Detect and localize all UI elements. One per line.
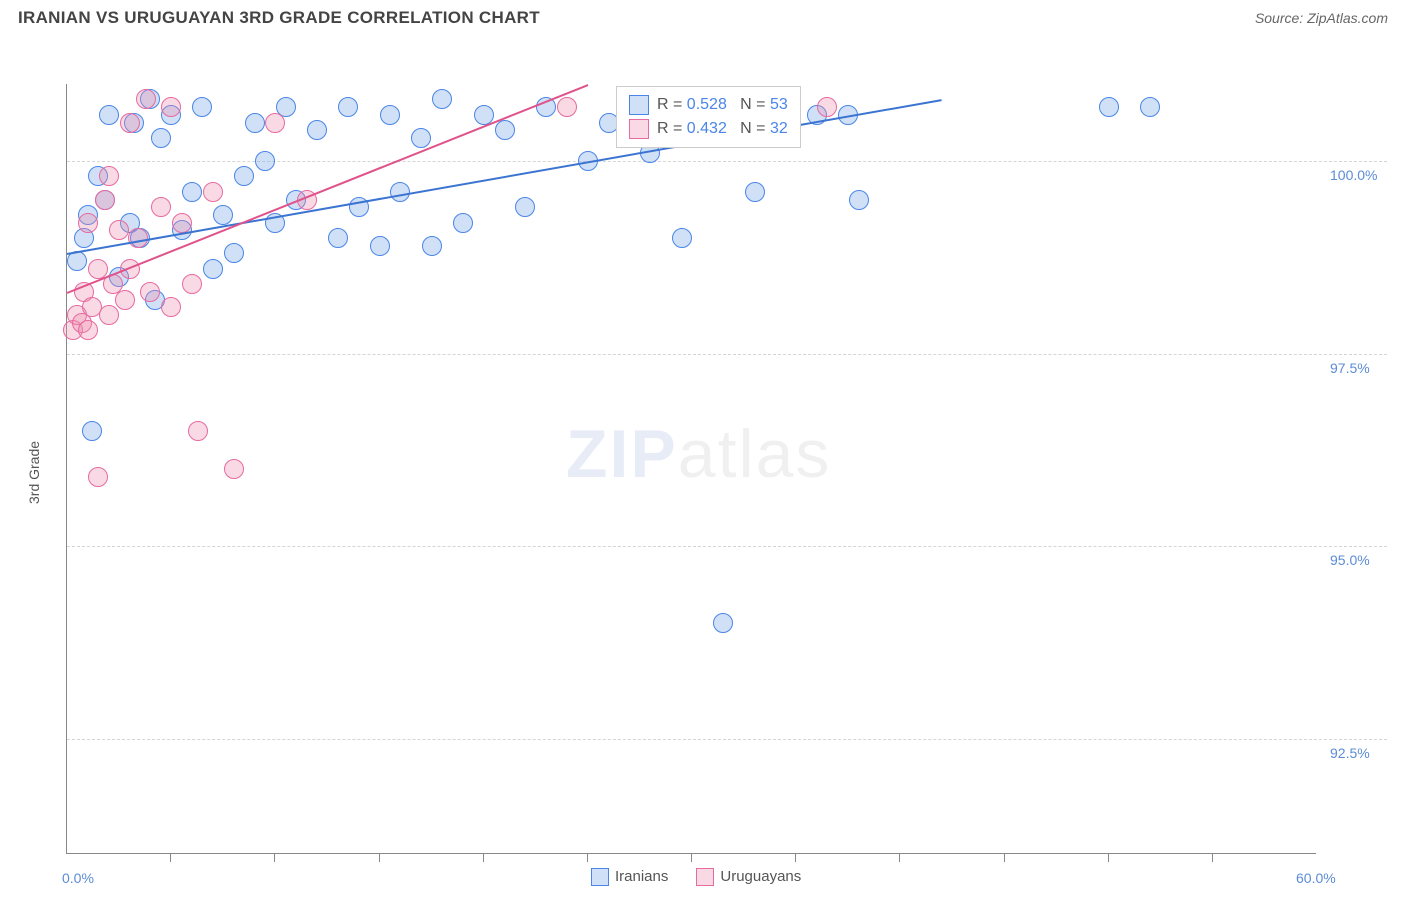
- data-point: [255, 151, 275, 171]
- data-point: [172, 213, 192, 233]
- source-attribution: Source: ZipAtlas.com: [1255, 10, 1388, 26]
- data-point: [495, 120, 515, 140]
- data-point: [817, 97, 837, 117]
- legend-item: Iranians: [591, 868, 668, 886]
- data-point: [88, 467, 108, 487]
- x-max-label: 60.0%: [1296, 870, 1336, 886]
- data-point: [182, 274, 202, 294]
- data-point: [161, 97, 181, 117]
- x-tick: [1108, 854, 1109, 862]
- data-point: [99, 305, 119, 325]
- data-point: [234, 166, 254, 186]
- data-point: [82, 421, 102, 441]
- y-tick-label: 95.0%: [1330, 552, 1370, 568]
- x-tick: [379, 854, 380, 862]
- legend-item: Uruguayans: [696, 868, 801, 886]
- data-point: [136, 89, 156, 109]
- data-point: [849, 190, 869, 210]
- data-point: [99, 166, 119, 186]
- data-point: [78, 320, 98, 340]
- data-point: [745, 182, 765, 202]
- grid-line: [67, 739, 1387, 740]
- data-point: [192, 97, 212, 117]
- x-tick: [691, 854, 692, 862]
- data-point: [672, 228, 692, 248]
- data-point: [213, 205, 233, 225]
- data-point: [203, 182, 223, 202]
- data-point: [203, 259, 223, 279]
- data-point: [99, 105, 119, 125]
- data-point: [453, 213, 473, 233]
- correlation-scatter-chart: 92.5%95.0%97.5%100.0%0.0%60.0%3rd GradeZ…: [18, 40, 1406, 904]
- x-min-label: 0.0%: [62, 870, 94, 886]
- data-point: [224, 459, 244, 479]
- series-legend: Iranians Uruguayans: [591, 868, 801, 886]
- chart-title: IRANIAN VS URUGUAYAN 3RD GRADE CORRELATI…: [18, 8, 540, 28]
- y-tick-label: 100.0%: [1330, 167, 1377, 183]
- grid-line: [67, 354, 1387, 355]
- data-point: [411, 128, 431, 148]
- data-point: [380, 105, 400, 125]
- data-point: [390, 182, 410, 202]
- data-point: [151, 197, 171, 217]
- data-point: [422, 236, 442, 256]
- x-tick: [483, 854, 484, 862]
- data-point: [307, 120, 327, 140]
- data-point: [182, 182, 202, 202]
- data-point: [120, 113, 140, 133]
- data-point: [115, 290, 135, 310]
- data-point: [245, 113, 265, 133]
- data-point: [432, 89, 452, 109]
- data-point: [128, 228, 148, 248]
- y-tick-label: 97.5%: [1330, 360, 1370, 376]
- data-point: [1140, 97, 1160, 117]
- data-point: [370, 236, 390, 256]
- data-point: [109, 220, 129, 240]
- x-tick: [1212, 854, 1213, 862]
- data-point: [95, 190, 115, 210]
- data-point: [515, 197, 535, 217]
- data-point: [188, 421, 208, 441]
- trend-line: [67, 84, 589, 294]
- grid-line: [67, 546, 1387, 547]
- x-tick: [274, 854, 275, 862]
- x-tick: [587, 854, 588, 862]
- data-point: [713, 613, 733, 633]
- plot-area: [66, 84, 1316, 854]
- data-point: [140, 282, 160, 302]
- data-point: [224, 243, 244, 263]
- stats-legend: R = 0.528 N = 53R = 0.432 N = 32: [616, 86, 801, 148]
- legend-row: R = 0.432 N = 32: [629, 117, 788, 141]
- y-tick-label: 92.5%: [1330, 745, 1370, 761]
- data-point: [151, 128, 171, 148]
- data-point: [338, 97, 358, 117]
- x-tick: [795, 854, 796, 862]
- data-point: [78, 213, 98, 233]
- data-point: [1099, 97, 1119, 117]
- x-tick: [170, 854, 171, 862]
- data-point: [328, 228, 348, 248]
- x-tick: [899, 854, 900, 862]
- data-point: [161, 297, 181, 317]
- x-tick: [1004, 854, 1005, 862]
- y-axis-title: 3rd Grade: [26, 441, 42, 504]
- data-point: [265, 113, 285, 133]
- legend-row: R = 0.528 N = 53: [629, 93, 788, 117]
- data-point: [557, 97, 577, 117]
